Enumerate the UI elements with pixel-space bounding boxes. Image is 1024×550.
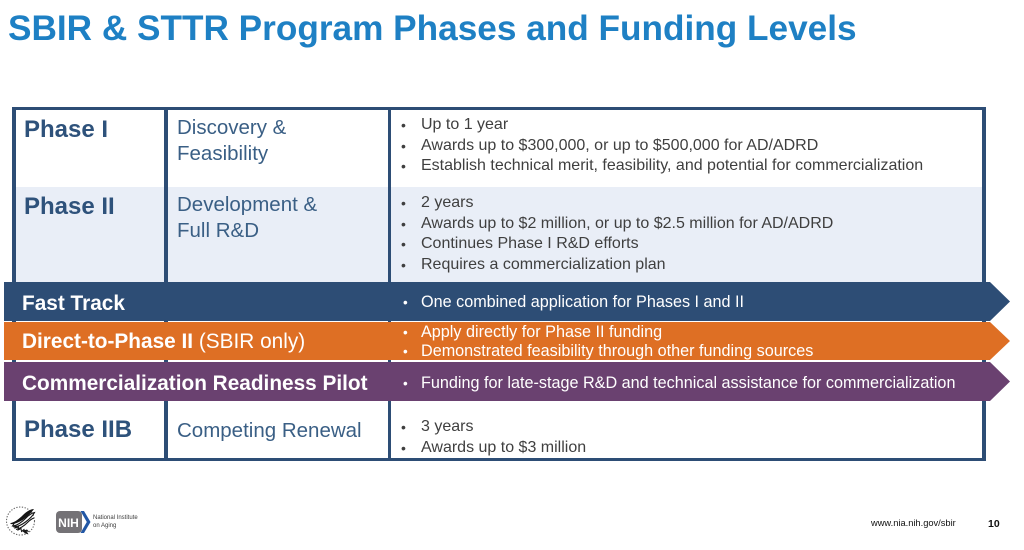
svg-text:NIH: NIH (58, 516, 79, 530)
